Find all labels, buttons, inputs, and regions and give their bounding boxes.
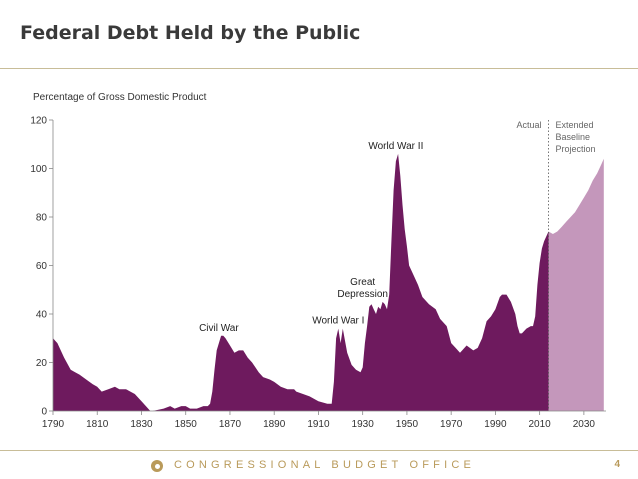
annotation-label: Depression [337,289,388,300]
title-divider [0,68,638,69]
y-tick-label: 120 [30,116,47,127]
x-tick-label: 1830 [130,419,153,430]
annotation-label: Civil War [199,323,239,334]
area-projection [548,158,604,411]
x-tick-label: 1910 [307,419,330,430]
x-tick-label: 1810 [86,419,109,430]
annotation-label: World War I [312,316,364,327]
page-number: 4 [614,459,620,470]
debt-chart: Percentage of Gross Domestic Product 0 20… [30,92,606,430]
region-label-actual: Actual [516,120,541,130]
footer: CONGRESSIONAL BUDGET OFFICE 4 [0,458,638,476]
x-tick-label: 2010 [529,419,552,430]
region-label-projection: Projection [555,144,595,154]
annotation-label: Great [350,277,375,288]
y-tick-label: 40 [36,310,48,321]
y-tick-label: 80 [36,213,48,224]
x-tick-label: 1850 [175,419,198,430]
area-actual [53,153,549,411]
x-tick-label: 1970 [440,419,463,430]
y-axis-label: Percentage of Gross Domestic Product [33,92,207,103]
region-label-projection: Baseline [555,132,590,142]
x-tick-label: 1790 [42,419,65,430]
region-label-projection: Extended [555,120,593,130]
x-tick-label: 1930 [352,419,375,430]
x-tick-label: 2030 [573,419,596,430]
cbo-logo-icon [151,460,163,472]
y-tick-label: 20 [36,358,48,369]
footer-divider [0,450,638,451]
x-tick-label: 1890 [263,419,286,430]
y-tick-label: 60 [36,261,48,272]
y-tick-label: 0 [41,407,47,418]
footer-org-name: CONGRESSIONAL BUDGET OFFICE [174,459,476,471]
y-tick-label: 100 [30,164,47,175]
x-tick-label: 1990 [484,419,507,430]
x-tick-label: 1870 [219,419,242,430]
x-tick-label: 1950 [396,419,419,430]
page-title: Federal Debt Held by the Public [20,22,361,44]
annotation-label: World War II [368,141,423,152]
